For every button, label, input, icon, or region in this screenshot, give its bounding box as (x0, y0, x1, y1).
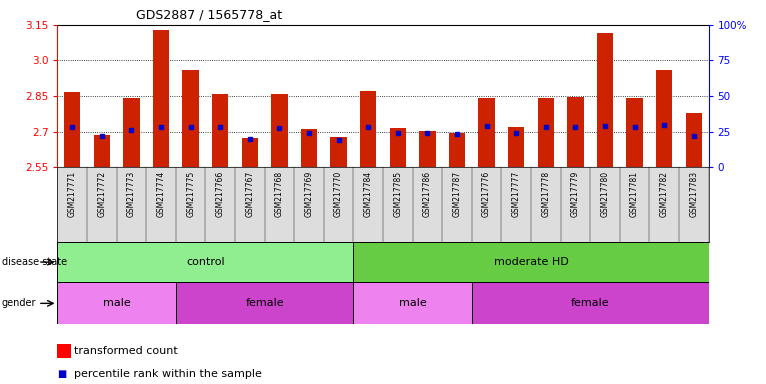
Text: GSM217772: GSM217772 (97, 171, 106, 217)
Text: female: female (245, 298, 284, 308)
Text: GSM217769: GSM217769 (305, 171, 313, 217)
Text: GSM217781: GSM217781 (630, 171, 639, 217)
Text: male: male (399, 298, 427, 308)
Bar (568, 97, 584, 167)
Bar (390, 128, 406, 167)
Text: disease state: disease state (2, 257, 67, 267)
Text: control: control (186, 257, 224, 267)
Bar (353, 242, 709, 282)
Bar (330, 137, 347, 167)
Text: GSM217778: GSM217778 (542, 171, 550, 217)
Text: GSM217775: GSM217775 (186, 171, 195, 217)
Text: moderate HD: moderate HD (493, 257, 568, 267)
Bar (123, 98, 139, 167)
Text: GSM217767: GSM217767 (245, 171, 254, 217)
Text: gender: gender (2, 298, 36, 308)
Bar (686, 113, 702, 167)
Text: GSM217780: GSM217780 (601, 171, 610, 217)
Bar (176, 282, 353, 324)
Text: percentile rank within the sample: percentile rank within the sample (74, 369, 262, 379)
Bar (64, 93, 80, 167)
Text: GSM217785: GSM217785 (393, 171, 402, 217)
Text: GSM217779: GSM217779 (571, 171, 580, 217)
Text: GSM217777: GSM217777 (512, 171, 521, 217)
Text: GSM217773: GSM217773 (127, 171, 136, 217)
Text: ■: ■ (57, 369, 67, 379)
Text: GDS2887 / 1565778_at: GDS2887 / 1565778_at (136, 8, 282, 21)
Text: GSM217768: GSM217768 (275, 171, 284, 217)
Bar (93, 135, 110, 167)
Bar (597, 33, 613, 167)
Text: female: female (571, 298, 610, 308)
Text: GSM217784: GSM217784 (364, 171, 373, 217)
Bar (271, 94, 287, 167)
Bar (57, 242, 353, 282)
Text: GSM217766: GSM217766 (216, 171, 224, 217)
Bar (301, 129, 317, 167)
Text: transformed count: transformed count (74, 346, 178, 356)
Bar (57, 282, 176, 324)
Bar (538, 98, 554, 167)
Bar (627, 98, 643, 167)
Bar (479, 98, 495, 167)
Bar (242, 138, 258, 167)
Text: GSM217782: GSM217782 (660, 171, 669, 217)
Bar (153, 30, 169, 167)
Text: GSM217776: GSM217776 (482, 171, 491, 217)
Text: GSM217787: GSM217787 (453, 171, 461, 217)
Bar (353, 282, 472, 324)
Bar (508, 127, 524, 167)
Bar (472, 282, 709, 324)
Text: GSM217770: GSM217770 (334, 171, 343, 217)
Text: GSM217786: GSM217786 (423, 171, 432, 217)
Bar (419, 131, 436, 167)
Bar (182, 70, 198, 167)
Text: GSM217783: GSM217783 (689, 171, 699, 217)
Bar (212, 94, 228, 167)
Text: GSM217771: GSM217771 (67, 171, 77, 217)
Text: GSM217774: GSM217774 (156, 171, 165, 217)
Text: male: male (103, 298, 130, 308)
Bar (449, 133, 465, 167)
Bar (656, 70, 673, 167)
Bar (360, 91, 376, 167)
